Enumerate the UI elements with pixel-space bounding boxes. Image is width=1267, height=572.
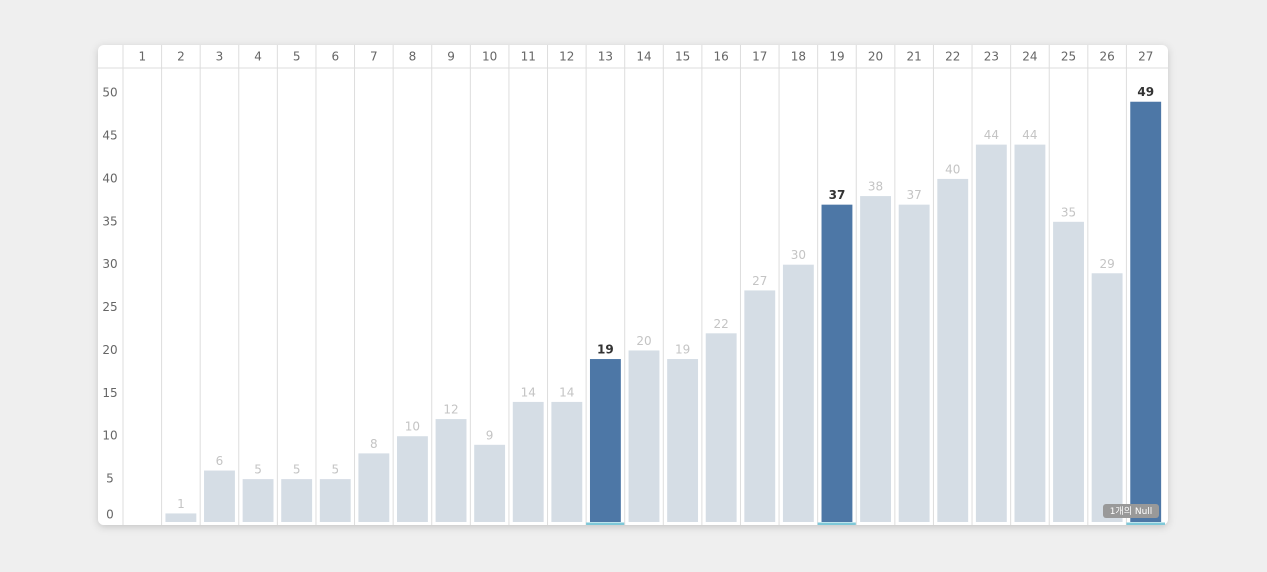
- bar: [397, 436, 428, 522]
- x-tick-label: 6: [331, 50, 339, 64]
- y-tick-label: 15: [102, 386, 117, 400]
- bar: [937, 178, 969, 522]
- x-tick-label: 15: [675, 50, 690, 64]
- bar: [744, 290, 776, 522]
- data-label: 35: [1061, 205, 1076, 219]
- x-tick-label: 11: [521, 50, 536, 64]
- x-tick-label: 17: [752, 50, 767, 64]
- x-tick-label: 3: [216, 50, 224, 64]
- bar: [589, 359, 621, 522]
- bar: [204, 470, 235, 522]
- x-tick-label: 4: [254, 50, 262, 64]
- x-tick-label: 9: [447, 50, 455, 64]
- data-label: 27: [752, 274, 767, 288]
- x-tick-label: 24: [1022, 50, 1037, 64]
- x-tick-label: 8: [409, 50, 417, 64]
- data-label: 30: [791, 248, 806, 262]
- bar: [319, 479, 351, 522]
- x-tick-label: 21: [907, 50, 922, 64]
- data-label: 14: [559, 385, 574, 399]
- data-label: 29: [1099, 257, 1114, 271]
- data-label: 10: [405, 420, 420, 434]
- y-tick-label: 50: [102, 86, 117, 100]
- data-label: 37: [907, 188, 922, 202]
- data-label: 22: [714, 317, 729, 331]
- data-label: 38: [868, 180, 883, 194]
- data-label: 44: [984, 128, 999, 142]
- y-tick-label: 20: [102, 343, 117, 357]
- data-label: 44: [1022, 128, 1037, 142]
- null-badge-bg: [1103, 504, 1159, 518]
- x-tick-label: 14: [636, 50, 651, 64]
- data-label: 5: [254, 463, 262, 477]
- bar: [281, 479, 313, 522]
- data-label: 5: [293, 463, 301, 477]
- x-tick-label: 12: [559, 50, 574, 64]
- bar: [242, 479, 274, 522]
- bar: [1014, 144, 1046, 522]
- bar: [1091, 273, 1123, 522]
- x-tick-label: 22: [945, 50, 960, 64]
- bar: [667, 359, 699, 522]
- bar: [1130, 101, 1162, 522]
- data-label: 19: [597, 343, 614, 357]
- y-tick-label: 40: [102, 171, 117, 185]
- y-tick-label: 0: [106, 508, 114, 522]
- y-tick-label: 5: [106, 472, 114, 486]
- x-tick-label: 2: [177, 50, 185, 64]
- y-tick-label: 25: [102, 300, 117, 314]
- bar: [782, 264, 814, 522]
- bar: [1053, 221, 1084, 522]
- data-label: 20: [636, 334, 651, 348]
- x-tick-label: 20: [868, 50, 883, 64]
- y-tick-label: 35: [102, 214, 117, 228]
- selection-underline: [586, 522, 625, 525]
- x-tick-label: 25: [1061, 50, 1076, 64]
- bar: [821, 204, 853, 522]
- bar: [628, 350, 660, 522]
- x-tick-label: 16: [714, 50, 729, 64]
- data-label: 14: [521, 385, 536, 399]
- x-tick-label: 18: [791, 50, 806, 64]
- bar: [358, 453, 390, 522]
- x-tick-label: 13: [598, 50, 613, 64]
- x-tick-label: 7: [370, 50, 378, 64]
- bar: [860, 196, 891, 522]
- y-tick-label: 10: [102, 429, 117, 443]
- x-tick-label: 10: [482, 50, 497, 64]
- x-tick-label: 19: [829, 50, 844, 64]
- data-label: 1: [177, 497, 185, 511]
- selection-underline: [1126, 522, 1165, 525]
- bar: [165, 513, 197, 522]
- bar: [551, 401, 583, 522]
- data-label: 12: [443, 403, 458, 417]
- data-label: 6: [216, 454, 224, 468]
- data-label: 19: [675, 343, 690, 357]
- x-tick-label: 26: [1099, 50, 1114, 64]
- data-label: 40: [945, 162, 960, 176]
- y-tick-label: 30: [102, 257, 117, 271]
- x-tick-label: 5: [293, 50, 301, 64]
- data-label: 9: [486, 428, 494, 442]
- x-tick-label: 23: [984, 50, 999, 64]
- data-label: 8: [370, 437, 378, 451]
- y-tick-label: 45: [102, 129, 117, 143]
- bar: [435, 419, 467, 522]
- bar: [975, 144, 1007, 522]
- data-label: 49: [1137, 85, 1154, 99]
- bar: [898, 204, 930, 522]
- null-badge: 1개의 Null: [1110, 506, 1153, 517]
- bar: [705, 333, 737, 522]
- data-label: 37: [829, 188, 846, 202]
- x-tick-label: 27: [1138, 50, 1153, 64]
- x-tick-label: 1: [138, 50, 146, 64]
- data-label: 5: [331, 463, 339, 477]
- selection-underline: [817, 522, 857, 525]
- bar: [474, 444, 506, 522]
- bar: [512, 401, 544, 522]
